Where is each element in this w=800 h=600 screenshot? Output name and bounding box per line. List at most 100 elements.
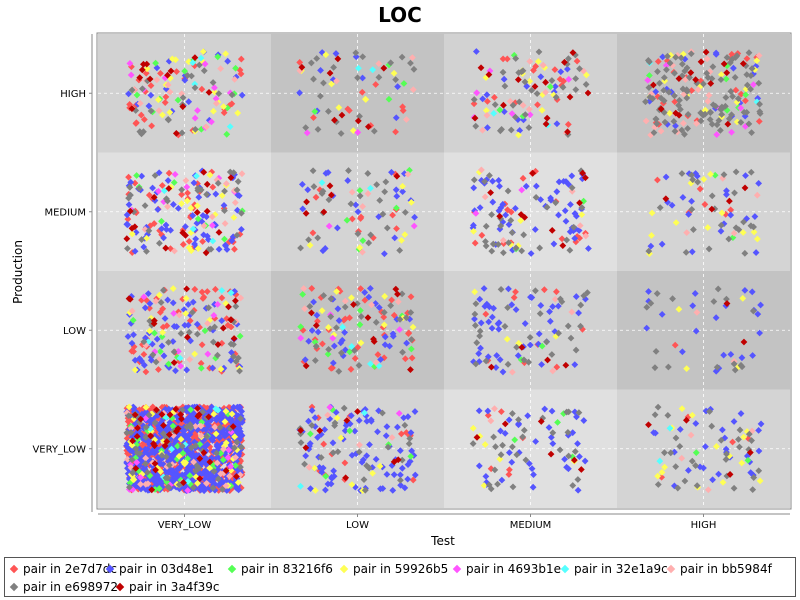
data-point <box>532 287 539 295</box>
data-point <box>574 486 582 494</box>
data-point <box>361 289 369 296</box>
data-point <box>484 407 492 415</box>
data-point <box>224 321 232 329</box>
data-point <box>531 83 539 90</box>
data-point <box>374 351 382 358</box>
data-point <box>142 423 150 431</box>
data-point <box>145 227 153 235</box>
legend-item: pair in 3a4f39c <box>115 580 220 594</box>
data-point <box>174 348 182 355</box>
data-point <box>407 452 415 460</box>
data-point <box>492 364 500 371</box>
data-point <box>326 69 334 77</box>
data-point <box>479 126 486 134</box>
data-point <box>126 60 134 67</box>
data-point <box>357 313 365 320</box>
data-point <box>130 331 137 339</box>
data-point <box>511 436 519 444</box>
data-point <box>488 211 496 219</box>
data-point <box>206 458 214 466</box>
data-point <box>676 443 684 450</box>
data-point <box>197 364 205 372</box>
data-point <box>224 454 232 461</box>
data-point <box>538 342 546 350</box>
data-point <box>230 335 238 342</box>
data-point <box>140 243 148 251</box>
data-point <box>697 109 705 117</box>
data-point <box>174 204 182 212</box>
data-point <box>212 285 219 293</box>
data-point <box>329 359 337 367</box>
data-point <box>314 126 322 133</box>
data-point <box>720 351 728 359</box>
legend-label: pair in 32e1a9c <box>574 562 668 576</box>
data-point <box>319 187 327 195</box>
legend-item: pair in 2e7d7dc <box>9 562 117 576</box>
data-point <box>208 118 215 126</box>
data-point <box>142 368 150 376</box>
data-point <box>191 114 199 122</box>
data-point <box>177 411 184 418</box>
data-point <box>153 76 161 84</box>
data-point <box>195 411 203 419</box>
data-point <box>227 289 235 297</box>
data-point <box>379 485 387 492</box>
data-point <box>411 471 419 479</box>
data-point <box>341 459 349 467</box>
data-point <box>334 305 342 313</box>
data-point <box>172 472 179 479</box>
data-point <box>568 184 576 192</box>
data-point <box>123 235 131 243</box>
data-point <box>203 484 211 491</box>
data-point <box>169 338 177 345</box>
data-point <box>656 457 664 465</box>
data-point <box>505 416 513 424</box>
data-point <box>327 295 335 303</box>
data-point <box>741 249 749 257</box>
data-point <box>485 71 493 79</box>
data-point <box>217 365 225 373</box>
data-point <box>147 82 155 89</box>
data-point <box>231 245 238 253</box>
data-point <box>504 187 512 195</box>
data-point <box>407 59 414 67</box>
data-point <box>319 464 327 472</box>
data-point <box>311 487 319 494</box>
legend-label: pair in 4693b1e <box>466 562 561 576</box>
data-point <box>697 117 705 125</box>
data-point <box>143 234 151 242</box>
data-point <box>146 75 154 83</box>
data-point <box>170 348 178 356</box>
data-point <box>648 232 655 239</box>
data-point <box>165 185 173 192</box>
data-point <box>669 295 676 303</box>
data-point <box>190 179 198 187</box>
data-point <box>392 76 400 84</box>
data-point <box>482 242 490 250</box>
data-point <box>155 169 163 177</box>
data-point <box>131 223 139 231</box>
data-point <box>165 461 173 469</box>
data-point <box>325 196 333 204</box>
data-point <box>570 223 578 231</box>
data-point <box>643 324 651 332</box>
data-point <box>470 100 478 108</box>
data-point <box>123 211 131 219</box>
data-point <box>188 72 195 80</box>
data-point <box>220 103 227 111</box>
data-point <box>306 302 314 310</box>
data-point <box>399 182 406 190</box>
data-point <box>477 64 485 72</box>
data-point <box>179 94 187 102</box>
data-point <box>203 420 211 428</box>
data-point <box>718 209 726 217</box>
data-point <box>195 61 203 69</box>
data-point <box>179 241 187 248</box>
data-point <box>203 180 211 188</box>
data-point <box>189 298 197 306</box>
data-point <box>486 172 493 179</box>
data-point <box>217 410 225 418</box>
data-point <box>233 231 241 239</box>
data-point <box>203 480 210 487</box>
data-point <box>528 87 536 94</box>
